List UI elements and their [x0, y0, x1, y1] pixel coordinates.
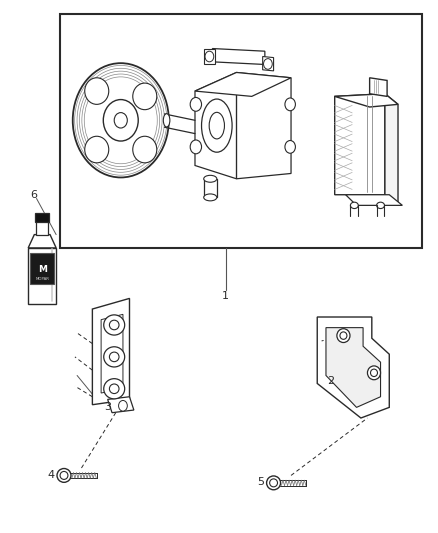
Ellipse shape — [84, 77, 157, 164]
Ellipse shape — [74, 66, 167, 175]
Polygon shape — [28, 248, 56, 304]
Text: MOPAR: MOPAR — [35, 277, 49, 281]
Circle shape — [285, 141, 295, 154]
Ellipse shape — [77, 68, 164, 172]
Text: 1: 1 — [222, 290, 229, 301]
Polygon shape — [195, 72, 237, 179]
Ellipse shape — [104, 315, 125, 335]
Ellipse shape — [204, 194, 217, 201]
Ellipse shape — [73, 63, 169, 177]
Circle shape — [285, 98, 295, 111]
Polygon shape — [101, 314, 123, 393]
Polygon shape — [204, 49, 215, 64]
Ellipse shape — [367, 366, 381, 379]
Ellipse shape — [57, 469, 71, 482]
Polygon shape — [317, 317, 389, 418]
Ellipse shape — [270, 479, 278, 487]
Ellipse shape — [110, 384, 119, 393]
Ellipse shape — [133, 83, 157, 110]
Ellipse shape — [82, 74, 160, 167]
Ellipse shape — [114, 112, 127, 128]
Ellipse shape — [371, 369, 378, 376]
Polygon shape — [92, 298, 130, 405]
Polygon shape — [335, 94, 398, 107]
Polygon shape — [346, 195, 403, 205]
Circle shape — [264, 59, 272, 69]
Ellipse shape — [104, 378, 125, 399]
Bar — [35, 213, 49, 222]
Polygon shape — [108, 397, 134, 413]
Ellipse shape — [350, 202, 358, 208]
Circle shape — [205, 51, 214, 62]
Bar — [60, 14, 422, 248]
Bar — [36, 221, 48, 235]
Polygon shape — [370, 78, 387, 96]
Circle shape — [190, 140, 201, 154]
Polygon shape — [385, 94, 398, 205]
Ellipse shape — [163, 114, 170, 127]
Ellipse shape — [209, 112, 224, 139]
Ellipse shape — [340, 332, 347, 340]
Polygon shape — [212, 49, 265, 64]
Ellipse shape — [133, 136, 157, 163]
Text: 2: 2 — [327, 376, 334, 386]
Polygon shape — [28, 235, 56, 248]
Ellipse shape — [110, 352, 119, 362]
Text: 4: 4 — [47, 470, 54, 480]
Ellipse shape — [204, 175, 217, 182]
Ellipse shape — [85, 136, 109, 163]
Ellipse shape — [201, 99, 232, 152]
Ellipse shape — [60, 471, 68, 479]
Circle shape — [119, 400, 127, 411]
Polygon shape — [326, 328, 381, 407]
Ellipse shape — [104, 347, 125, 367]
Ellipse shape — [337, 329, 350, 343]
Polygon shape — [195, 72, 291, 96]
Ellipse shape — [103, 100, 138, 141]
Circle shape — [190, 98, 201, 111]
Ellipse shape — [267, 476, 281, 490]
Ellipse shape — [79, 71, 162, 169]
Polygon shape — [237, 72, 291, 179]
Text: 3: 3 — [104, 402, 111, 413]
Text: M: M — [38, 265, 47, 273]
Ellipse shape — [85, 78, 109, 104]
Ellipse shape — [110, 320, 119, 330]
Text: 6: 6 — [30, 190, 37, 200]
Polygon shape — [335, 94, 385, 195]
Text: 5: 5 — [257, 477, 264, 487]
Ellipse shape — [377, 202, 385, 208]
Bar — [30, 253, 54, 284]
Polygon shape — [263, 56, 274, 71]
